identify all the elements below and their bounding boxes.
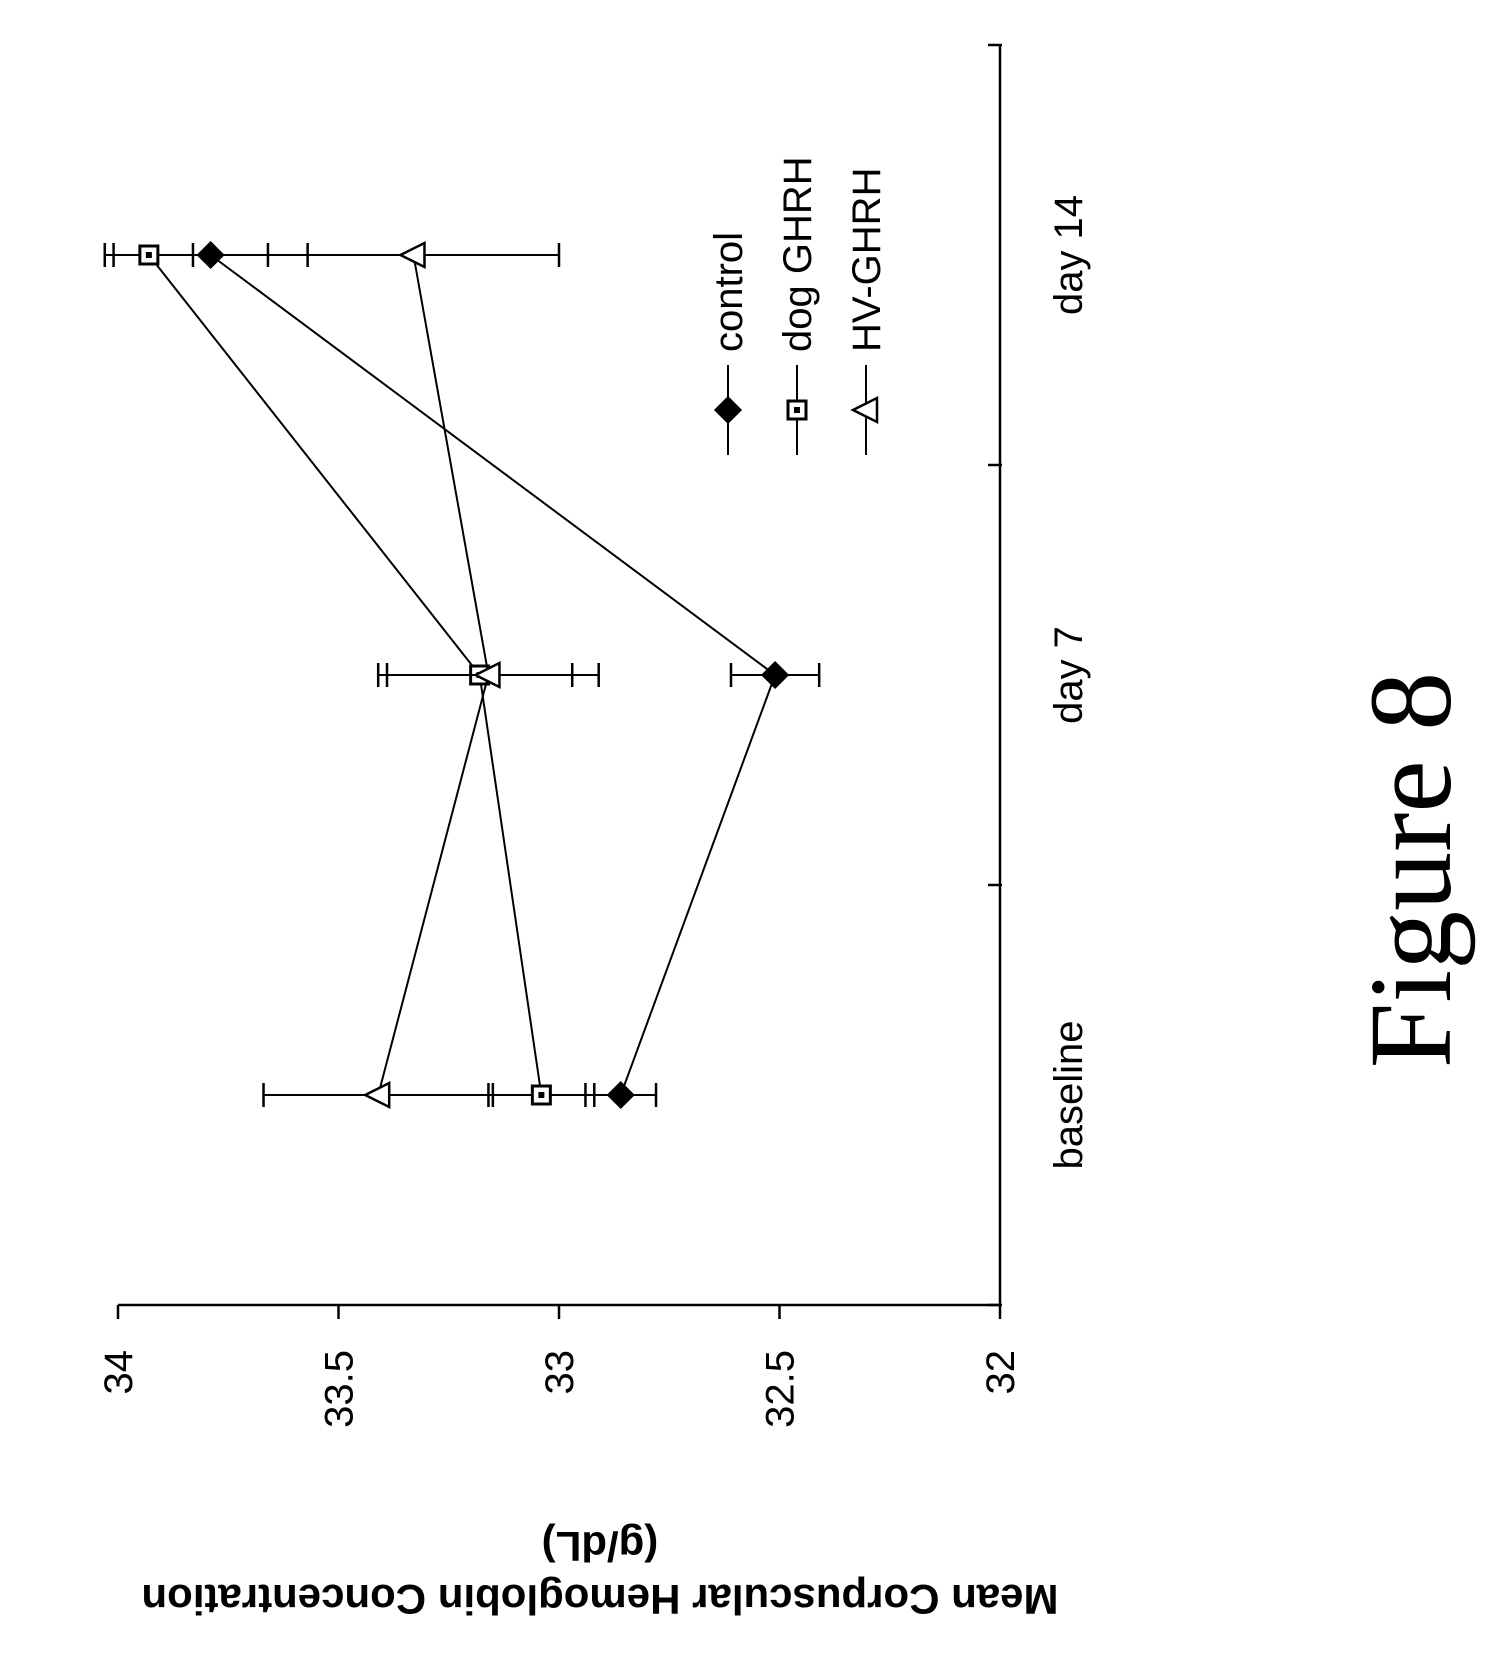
value-tick-label: 32.5 (759, 1350, 803, 1428)
legend-label: control (707, 232, 751, 352)
value-axis-title: Mean Corpuscular Hemoglobin Concentratio… (141, 1576, 1058, 1623)
marker-diamond (198, 242, 224, 268)
legend-label: dog GHRH (776, 156, 820, 352)
series-hv-ghrh (264, 243, 599, 1107)
plot-area (105, 242, 819, 1108)
axes: 32 32.5 33 33.5 34 baseline day 7 day 14 (97, 45, 1091, 1428)
value-tick-label: 32 (979, 1350, 1023, 1395)
category-label: day 14 (1047, 195, 1091, 315)
value-tick-label: 33.5 (318, 1350, 362, 1428)
marker-diamond (762, 662, 788, 688)
value-tick-label: 34 (97, 1350, 141, 1395)
marker-square-dot (538, 1092, 544, 1098)
marker-square-dot (146, 252, 152, 258)
figure-caption: Figure 8 (1345, 672, 1476, 1069)
axis-titles: Mean Corpuscular Hemoglobin Concentratio… (141, 1523, 1058, 1623)
marker-triangle (400, 243, 424, 267)
value-axis-title: (g/dL) (542, 1523, 659, 1570)
marker-square-dot (794, 407, 800, 413)
marker-diamond (608, 1082, 634, 1108)
category-label: day 7 (1047, 626, 1091, 724)
marker-triangle (365, 1083, 389, 1107)
legend: control dog GHRH HV-GHRH (707, 156, 889, 455)
legend-label: HV-GHRH (845, 168, 889, 352)
category-label: baseline (1047, 1020, 1091, 1169)
marker-diamond (715, 397, 741, 423)
value-tick-label: 33 (538, 1350, 582, 1395)
